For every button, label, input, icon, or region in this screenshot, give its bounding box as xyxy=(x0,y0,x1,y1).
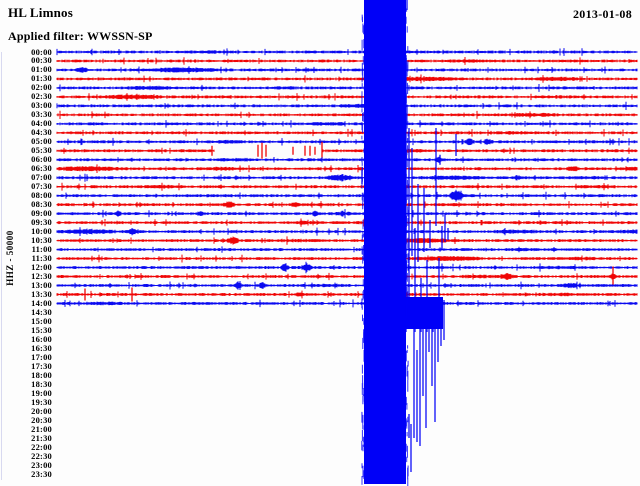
time-label: 16:00 xyxy=(31,333,52,344)
main-event-saturated-block xyxy=(405,297,443,329)
time-label: 22:30 xyxy=(31,450,52,461)
time-label: 09:30 xyxy=(31,217,52,228)
main-event-edge-fuzz xyxy=(361,8,409,486)
time-label: 09:00 xyxy=(31,208,52,219)
time-label: 03:30 xyxy=(31,109,52,120)
time-label: 00:30 xyxy=(31,55,52,66)
time-label: 11:30 xyxy=(31,253,52,264)
time-label: 05:30 xyxy=(31,145,52,156)
time-label: 15:00 xyxy=(31,315,52,326)
filter-label: Applied filter: WWSSN-SP xyxy=(8,29,153,43)
time-label: 02:00 xyxy=(31,82,52,93)
time-label: 18:00 xyxy=(31,369,52,380)
time-label: 15:30 xyxy=(31,324,52,335)
time-label: 14:00 xyxy=(31,297,52,308)
time-label: 20:00 xyxy=(31,405,52,416)
time-label: 08:30 xyxy=(31,199,52,210)
time-label: 13:30 xyxy=(31,288,52,299)
time-label: 05:00 xyxy=(31,136,52,147)
station-title: HL Limnos xyxy=(8,5,74,20)
time-label: 02:30 xyxy=(31,91,52,102)
time-label: 10:00 xyxy=(31,226,52,237)
time-label: 19:30 xyxy=(31,396,52,407)
trace-path xyxy=(211,141,323,160)
time-label: 04:30 xyxy=(31,127,52,138)
time-label: 23:30 xyxy=(31,468,52,479)
time-label: 10:30 xyxy=(31,235,52,246)
main-event-coda-strokes xyxy=(361,0,457,472)
time-label: 01:30 xyxy=(31,73,52,84)
time-label: 12:30 xyxy=(31,271,52,281)
time-label: 21:00 xyxy=(31,423,52,434)
time-label: 12:00 xyxy=(31,262,52,273)
time-label: 21:30 xyxy=(31,432,52,443)
time-label: 06:00 xyxy=(31,154,52,165)
time-label: 07:00 xyxy=(31,172,52,183)
time-label: 23:00 xyxy=(31,459,52,470)
date-label: 2013-01-08 xyxy=(573,7,632,21)
time-label: 00:00 xyxy=(31,46,52,57)
time-label: 07:30 xyxy=(31,181,52,192)
time-label: 18:30 xyxy=(31,378,52,389)
time-label: 16:30 xyxy=(31,342,52,353)
time-label: 13:00 xyxy=(31,279,52,290)
time-label: 19:00 xyxy=(31,387,52,398)
time-label: 01:00 xyxy=(31,64,52,75)
trace-path xyxy=(84,287,133,302)
time-label: 06:30 xyxy=(31,163,52,174)
time-label: 17:00 xyxy=(31,351,52,362)
time-label: 08:00 xyxy=(31,190,52,201)
time-label: 14:30 xyxy=(31,306,52,317)
time-label: 11:00 xyxy=(31,244,52,255)
main-event-saturated-block xyxy=(364,0,406,484)
time-label: 22:00 xyxy=(31,441,52,452)
time-label: 20:30 xyxy=(31,414,52,425)
time-label: 17:30 xyxy=(31,360,52,371)
time-label: 03:00 xyxy=(31,100,52,111)
time-label: 04:00 xyxy=(31,118,52,129)
